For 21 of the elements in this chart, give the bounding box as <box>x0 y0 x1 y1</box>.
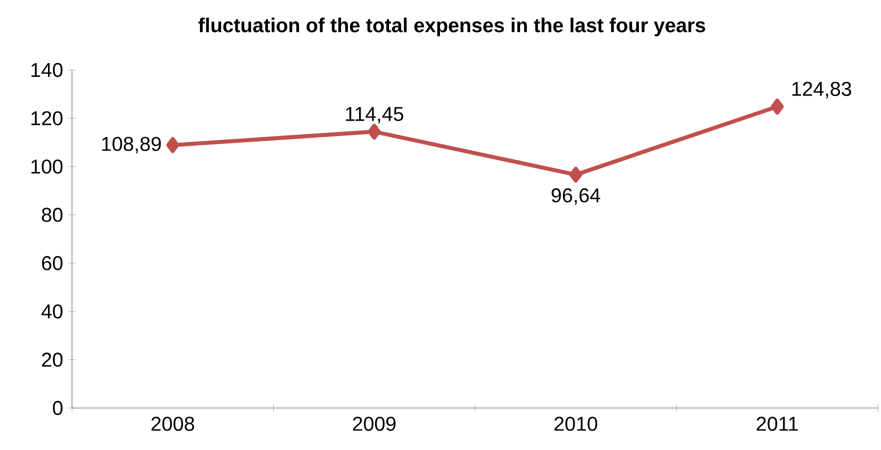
point <box>368 124 381 140</box>
y-tick-label: 20 <box>42 352 62 367</box>
y-tick-label: 100 <box>31 159 62 174</box>
data-label: 108,89 <box>102 136 161 154</box>
x-tick-label: 2011 <box>756 416 798 431</box>
point <box>166 137 180 154</box>
x-tick-label: 2008 <box>152 416 194 431</box>
point <box>569 166 582 183</box>
y-tick-label: 140 <box>31 62 62 78</box>
y-tick-label: 80 <box>42 208 62 222</box>
data-label: 114,45 <box>346 107 404 124</box>
y-tick-label: 0 <box>52 400 62 416</box>
x-tick-label: 2010 <box>554 416 598 431</box>
data-label: 124,83 <box>792 82 852 98</box>
y-tick-label: 60 <box>42 256 62 270</box>
y-tick-label: 40 <box>42 304 62 318</box>
y-tick-label: 120 <box>31 111 62 126</box>
data-label: 96,64 <box>552 188 600 205</box>
point <box>770 98 784 115</box>
x-tick-label: 2009 <box>353 416 396 431</box>
chart-title: fluctuation of the total expenses in the last four years <box>198 18 706 36</box>
